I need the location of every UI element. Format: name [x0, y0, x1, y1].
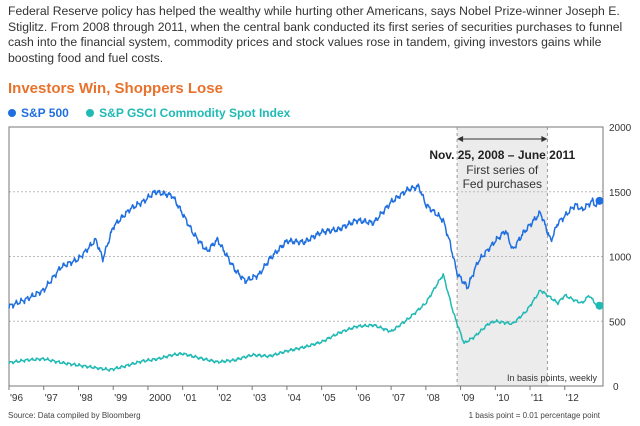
x-tick-label: '98 — [79, 393, 92, 404]
intro-text: Federal Reserve policy has helped the we… — [8, 4, 623, 65]
gsci-end-dot — [595, 301, 604, 310]
y-tick-label: 1000 — [609, 253, 632, 264]
x-tick-label: '01 — [184, 393, 197, 404]
sp500-dot-icon — [8, 109, 16, 117]
x-tick-label: '96 — [10, 393, 23, 404]
gsci-dot-icon — [86, 109, 95, 117]
y-tick-label-zero: 0 — [613, 382, 619, 393]
legend: S&P 500 S&P GSCI Commodity Spot Index — [8, 106, 304, 120]
plot-frame — [8, 126, 604, 387]
x-tick-label: '10 — [496, 393, 509, 404]
annotation-sublabel-1: First series of — [466, 163, 539, 177]
sp500-end-dot — [595, 196, 604, 205]
sp500-line — [8, 183, 601, 309]
y-tick-label: 1500 — [609, 188, 632, 199]
x-tick-label: 2000 — [149, 393, 172, 404]
x-tick-label: '07 — [392, 393, 405, 404]
x-tick-label: '02 — [218, 393, 231, 404]
legend-item-sp500: S&P 500 — [8, 106, 69, 120]
legend-item-gsci: S&P GSCI Commodity Spot Index — [86, 106, 290, 120]
x-tick-label: '06 — [357, 393, 370, 404]
chart-title: Investors Win, Shoppers Lose — [8, 80, 223, 97]
x-tick-label: '97 — [45, 393, 58, 404]
legend-label-sp500: S&P 500 — [21, 106, 69, 120]
x-tick-label: '99 — [114, 393, 127, 404]
y-tick-label: 500 — [609, 317, 626, 328]
unit-note: In basis points, weekly — [507, 373, 598, 383]
basis-point-note: 1 basis point = 0.01 percentage point — [468, 411, 600, 420]
x-tick-label: '12 — [566, 393, 579, 404]
annotation-sublabel-2: Fed purchases — [463, 177, 542, 191]
annotation-arrow-right-icon — [541, 136, 548, 142]
legend-label-gsci: S&P GSCI Commodity Spot Index — [99, 106, 291, 120]
x-tick-label: '04 — [288, 393, 301, 404]
x-tick-label: '09 — [462, 393, 475, 404]
y-tick-label: 2000 — [609, 123, 632, 134]
gsci-line — [8, 273, 600, 372]
x-tick-label: '11 — [531, 393, 544, 404]
x-tick-label: '05 — [323, 393, 336, 404]
source-note: Source: Data compiled by Bloomberg — [8, 411, 141, 420]
x-tick-label: '08 — [427, 393, 440, 404]
x-tick-label: '03 — [253, 393, 266, 404]
annotation-arrow-left-icon — [457, 136, 464, 142]
annotation-label: Nov. 25, 2008 – June 2011 — [429, 148, 575, 162]
